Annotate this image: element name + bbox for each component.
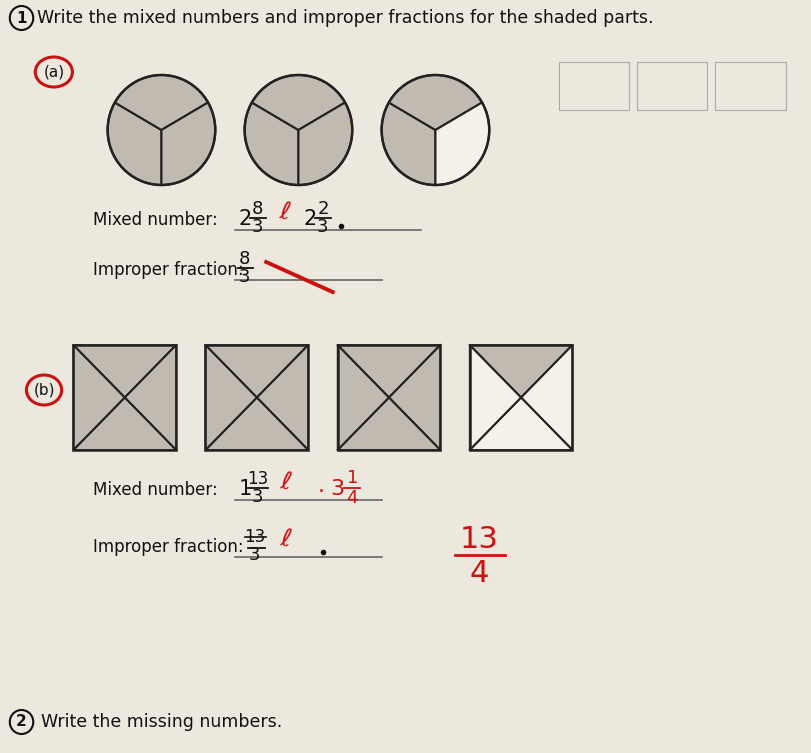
Bar	[715, 62, 786, 110]
Bar	[337, 345, 440, 450]
Polygon shape	[470, 398, 573, 450]
Text: 2: 2	[16, 715, 27, 730]
Text: 13: 13	[244, 528, 265, 546]
Wedge shape	[388, 75, 482, 130]
Text: 3: 3	[317, 218, 328, 236]
Text: 3: 3	[251, 488, 263, 506]
Bar	[559, 62, 629, 110]
Bar	[73, 345, 176, 450]
Text: Mixed number:: Mixed number:	[93, 481, 217, 499]
Wedge shape	[108, 102, 161, 185]
Text: 1: 1	[16, 11, 27, 26]
Text: 1: 1	[238, 479, 252, 499]
Polygon shape	[205, 345, 257, 450]
Bar	[637, 62, 707, 110]
Text: Improper fraction:: Improper fraction:	[93, 261, 243, 279]
Wedge shape	[436, 102, 489, 185]
Text: (b): (b)	[33, 383, 55, 398]
Wedge shape	[382, 102, 436, 185]
Text: 2: 2	[303, 209, 316, 229]
Text: 4: 4	[470, 559, 489, 587]
Text: ℓ: ℓ	[279, 526, 294, 552]
Text: 3: 3	[239, 268, 251, 286]
Text: 3: 3	[331, 479, 345, 499]
Wedge shape	[298, 102, 352, 185]
Polygon shape	[73, 398, 176, 450]
Polygon shape	[73, 345, 125, 450]
Bar	[205, 345, 308, 450]
Text: 13: 13	[247, 470, 268, 488]
Polygon shape	[125, 345, 176, 450]
Polygon shape	[521, 345, 573, 450]
Text: 8: 8	[239, 250, 251, 268]
Polygon shape	[337, 345, 440, 398]
Text: ℓ: ℓ	[279, 469, 294, 495]
Polygon shape	[337, 398, 440, 450]
Text: 1: 1	[346, 469, 358, 487]
Text: 4: 4	[346, 489, 358, 507]
Text: Improper fraction:: Improper fraction:	[93, 538, 243, 556]
Wedge shape	[161, 102, 215, 185]
Polygon shape	[389, 345, 440, 450]
Polygon shape	[257, 345, 308, 450]
Text: 2: 2	[238, 209, 252, 229]
Text: 13: 13	[460, 525, 499, 553]
Text: 8: 8	[251, 200, 263, 218]
Bar	[470, 345, 573, 450]
Text: Write the missing numbers.: Write the missing numbers.	[41, 713, 282, 731]
Text: Write the mixed numbers and improper fractions for the shaded parts.: Write the mixed numbers and improper fra…	[37, 9, 654, 27]
Text: 2: 2	[317, 200, 328, 218]
Polygon shape	[470, 345, 521, 450]
Text: Mixed number:: Mixed number:	[93, 211, 217, 229]
Text: 3: 3	[249, 546, 260, 564]
Wedge shape	[252, 75, 345, 130]
Polygon shape	[205, 345, 308, 398]
Polygon shape	[73, 345, 176, 398]
Text: ·: ·	[318, 482, 325, 502]
Wedge shape	[115, 75, 208, 130]
Text: (a): (a)	[43, 65, 64, 80]
Polygon shape	[205, 398, 308, 450]
Text: ℓ: ℓ	[278, 200, 292, 224]
Text: 3: 3	[251, 218, 263, 236]
Wedge shape	[245, 102, 298, 185]
Polygon shape	[470, 345, 573, 398]
Polygon shape	[337, 345, 389, 450]
